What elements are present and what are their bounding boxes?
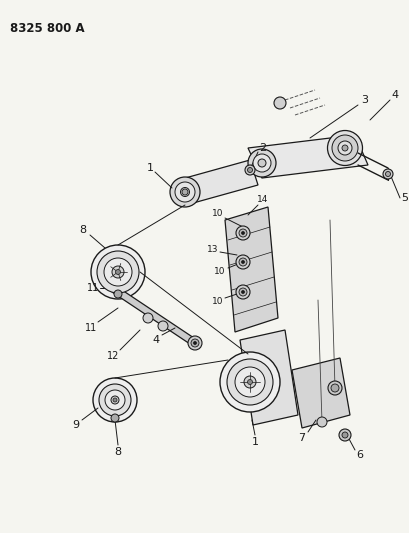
Circle shape — [143, 313, 153, 323]
Ellipse shape — [331, 135, 357, 161]
Circle shape — [111, 396, 119, 404]
Polygon shape — [247, 135, 367, 178]
Text: 9: 9 — [72, 420, 79, 430]
Circle shape — [236, 285, 249, 299]
Circle shape — [236, 226, 249, 240]
Text: 8: 8 — [79, 225, 86, 235]
Text: 3: 3 — [361, 95, 368, 105]
Circle shape — [97, 251, 139, 293]
Circle shape — [238, 229, 246, 237]
Circle shape — [220, 352, 279, 412]
Text: 6: 6 — [356, 450, 363, 460]
Circle shape — [245, 165, 254, 175]
Circle shape — [330, 384, 338, 392]
Circle shape — [382, 169, 392, 179]
Text: 1: 1 — [251, 437, 258, 447]
Text: 11: 11 — [85, 323, 97, 333]
Circle shape — [247, 379, 252, 384]
Circle shape — [99, 384, 131, 416]
Circle shape — [234, 367, 264, 397]
Ellipse shape — [170, 177, 200, 207]
Text: 11: 11 — [87, 283, 99, 293]
Text: 5: 5 — [400, 193, 407, 203]
Circle shape — [241, 290, 244, 294]
Circle shape — [191, 339, 198, 347]
Circle shape — [193, 342, 196, 344]
Circle shape — [341, 432, 347, 438]
Circle shape — [241, 231, 244, 235]
Circle shape — [112, 266, 124, 278]
Text: 13: 13 — [207, 246, 218, 254]
Polygon shape — [112, 290, 200, 344]
Circle shape — [241, 261, 244, 263]
Text: 8325 800 A: 8325 800 A — [10, 22, 84, 35]
Polygon shape — [239, 330, 297, 425]
Ellipse shape — [180, 188, 189, 197]
Text: 10: 10 — [212, 209, 223, 219]
Text: 4: 4 — [152, 335, 159, 345]
Circle shape — [188, 336, 202, 350]
Circle shape — [104, 258, 132, 286]
Circle shape — [182, 189, 188, 195]
Ellipse shape — [247, 149, 275, 177]
Circle shape — [341, 145, 347, 151]
Ellipse shape — [252, 154, 270, 172]
Ellipse shape — [175, 182, 195, 202]
Circle shape — [157, 321, 168, 331]
Ellipse shape — [327, 131, 362, 166]
Circle shape — [338, 429, 350, 441]
Ellipse shape — [337, 141, 351, 155]
Circle shape — [227, 359, 272, 405]
Text: 10: 10 — [212, 297, 223, 306]
Text: 1: 1 — [146, 163, 153, 173]
Ellipse shape — [257, 159, 265, 167]
Text: 8: 8 — [114, 447, 121, 457]
Text: 7: 7 — [298, 433, 305, 443]
Circle shape — [93, 378, 137, 422]
Circle shape — [238, 288, 246, 296]
Text: 10: 10 — [214, 268, 225, 277]
Polygon shape — [291, 358, 349, 428]
Circle shape — [247, 167, 252, 173]
Text: 2: 2 — [259, 143, 266, 153]
Circle shape — [273, 97, 285, 109]
Circle shape — [327, 381, 341, 395]
Circle shape — [114, 290, 122, 298]
Circle shape — [113, 398, 117, 402]
Circle shape — [238, 258, 246, 266]
Text: 4: 4 — [391, 90, 398, 100]
Circle shape — [115, 270, 120, 274]
Text: 14: 14 — [257, 196, 268, 205]
Circle shape — [105, 390, 125, 410]
Circle shape — [111, 414, 119, 422]
Polygon shape — [178, 160, 257, 205]
Circle shape — [91, 245, 145, 299]
Circle shape — [243, 376, 255, 388]
Circle shape — [384, 172, 389, 176]
Circle shape — [236, 255, 249, 269]
Polygon shape — [225, 207, 277, 332]
Text: 12: 12 — [107, 351, 119, 361]
Circle shape — [316, 417, 326, 427]
